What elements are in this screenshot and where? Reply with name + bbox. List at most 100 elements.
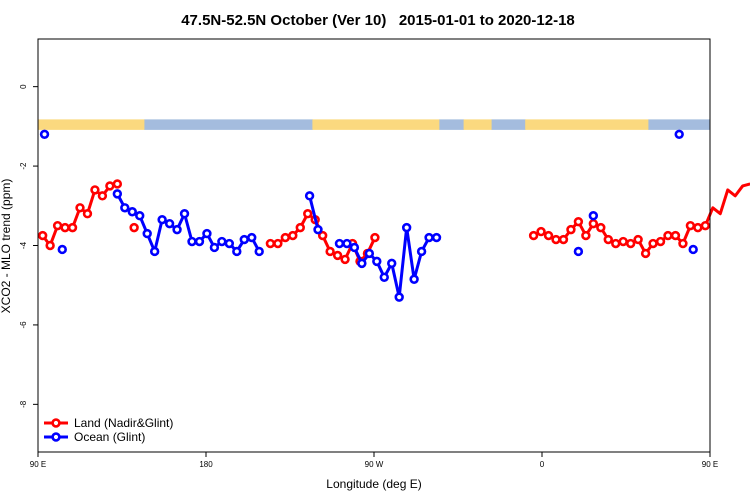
ocean-data-point (573, 246, 584, 257)
land-data-point (303, 209, 313, 219)
land-data-point (295, 222, 305, 233)
ocean-data-point (39, 129, 50, 140)
land-data-point (588, 218, 599, 229)
land-data-point (340, 254, 350, 265)
ocean-data-point (149, 246, 160, 257)
land-data-point (663, 230, 673, 241)
ocean-data-point (142, 228, 152, 239)
ocean-data-point (349, 242, 360, 253)
legend-label-ocean: Ocean (Glint) (74, 430, 145, 444)
y-tick-label: 0 (19, 84, 28, 89)
ocean-data-point (401, 222, 412, 233)
land-data-point (648, 238, 658, 249)
land-ocean-mask (38, 119, 711, 130)
land-data-point (670, 230, 681, 241)
land-data-point (640, 248, 651, 259)
land-data-point (551, 234, 561, 245)
land-data-point (678, 238, 688, 249)
ocean-data-point (187, 236, 197, 247)
ocean-data-point (364, 248, 375, 259)
ocean-data-point (120, 203, 130, 213)
land-data-point (536, 226, 546, 237)
land-data-point (700, 220, 711, 231)
land-data-point (685, 220, 696, 231)
ocean-data-point (254, 246, 264, 257)
series-layer (37, 129, 750, 302)
land-data-point (37, 230, 48, 241)
land-data-point (603, 234, 613, 245)
legend-item-land: Land (Nadir&Glint) (44, 416, 173, 430)
ocean-data-point (179, 209, 190, 219)
y-tick-label: -4 (19, 241, 28, 249)
land-data-point (655, 236, 666, 247)
land-data-point (618, 236, 628, 247)
ocean-data-point (688, 244, 698, 255)
ocean-data-point (239, 234, 249, 245)
ocean-mask-segment (491, 119, 526, 130)
legend-label-land: Land (Nadir&Glint) (74, 416, 173, 430)
land-data-point (288, 230, 298, 241)
ocean-data-point (372, 256, 382, 267)
land-data-point (633, 234, 643, 245)
ocean-data-point (409, 274, 419, 284)
ocean-data-point (387, 258, 397, 269)
plot-frame (37, 38, 711, 453)
x-axis-label: Longitude (deg E) (326, 477, 421, 491)
x-tick-label: 0 (540, 460, 545, 469)
ocean-mask-segment (439, 119, 465, 130)
ocean-data-point (379, 272, 389, 282)
ocean-mask-segment (144, 119, 313, 130)
ocean-data-point (127, 207, 137, 217)
land-data-point (611, 238, 621, 249)
ocean-data-point (424, 232, 434, 243)
ocean-data-point (394, 292, 404, 302)
land-data-point (75, 203, 85, 213)
x-tick-label: 90 E (702, 460, 718, 469)
ocean-data-point (164, 218, 175, 229)
legend-item-ocean: Ocean (Glint) (44, 430, 145, 444)
ocean-data-point (342, 238, 352, 249)
ocean-data-point (304, 191, 315, 201)
ocean-data-point (172, 224, 182, 235)
land-data-point (325, 246, 335, 257)
ocean-data-point (247, 232, 257, 243)
chart-title: 47.5N-52.5N October (Ver 10) 2015-01-01 … (181, 12, 575, 29)
ocean-data-point (194, 236, 205, 247)
land-data-point (67, 222, 78, 233)
ocean-data-point (224, 238, 235, 249)
ocean-data-point (313, 224, 323, 235)
ocean-data-point (431, 232, 442, 243)
ocean-data-point (416, 246, 427, 257)
land-data-point (566, 224, 576, 235)
legend: Land (Nadir&Glint)Ocean (Glint) (44, 416, 173, 444)
ocean-data-point (674, 129, 684, 140)
ocean-mask-segment (648, 119, 711, 130)
land-data-point (558, 234, 569, 245)
y-tick-label: -6 (19, 321, 28, 329)
ocean-data-point (57, 244, 67, 255)
land-data-point (112, 179, 123, 189)
land-data-point (625, 238, 636, 249)
legend-marker-ocean (51, 432, 61, 442)
land-data-point (596, 222, 606, 233)
land-data-point (317, 230, 328, 241)
ocean-series (39, 129, 698, 302)
ocean-series-line (308, 195, 320, 230)
land-data-point (581, 230, 591, 241)
land-data-point (370, 232, 380, 243)
land-data-point (332, 250, 343, 261)
ocean-data-point (357, 258, 367, 269)
x-axis-ticks: 90 E 180 90 W 0 90 E (30, 452, 718, 469)
land-data-point (543, 230, 554, 241)
ocean-data-point (112, 189, 123, 199)
ocean-data-point (135, 211, 145, 221)
land-data-point (273, 238, 283, 249)
ocean-data-point (157, 214, 167, 225)
land-mask-segment (463, 119, 493, 130)
y-tick-label: -8 (19, 400, 28, 408)
land-data-point (693, 222, 703, 233)
land-mask-segment (312, 119, 440, 130)
y-axis-label: XCO2 - MLO trend (ppm) (0, 179, 13, 314)
y-tick-label: -2 (19, 162, 28, 170)
